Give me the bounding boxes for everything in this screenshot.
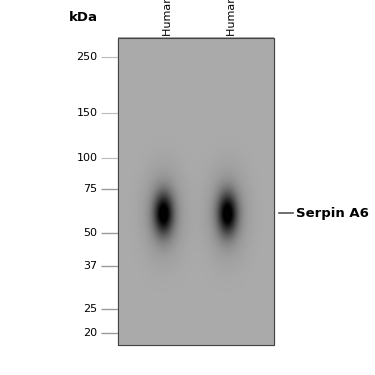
- Bar: [118, 38, 274, 345]
- Text: kDa: kDa: [69, 11, 98, 24]
- Text: 75: 75: [83, 184, 98, 194]
- Text: 250: 250: [76, 53, 98, 62]
- Text: 150: 150: [76, 108, 98, 118]
- Text: 25: 25: [83, 304, 98, 314]
- Text: Serpin A6: Serpin A6: [296, 207, 369, 220]
- Text: Human Serum: Human Serum: [227, 0, 237, 36]
- Text: 50: 50: [84, 228, 98, 238]
- Bar: [118, 38, 274, 345]
- Text: 20: 20: [83, 328, 98, 338]
- Text: 100: 100: [76, 153, 98, 162]
- Text: 37: 37: [83, 261, 98, 271]
- Text: Human Plasma: Human Plasma: [163, 0, 173, 36]
